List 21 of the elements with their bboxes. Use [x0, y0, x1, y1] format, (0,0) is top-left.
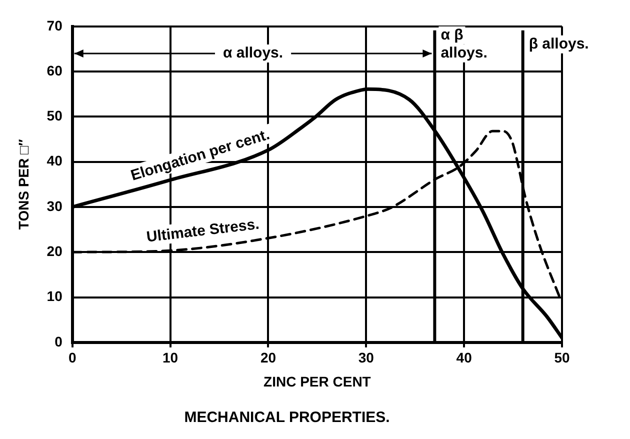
y-tick-label: 10 [46, 288, 63, 304]
x-axis-title: ZINC PER CENT [264, 373, 372, 390]
text: Ultimate Stress. [146, 216, 260, 246]
y-tick-label: 70 [46, 17, 63, 34]
x-tick-label: 0 [68, 350, 76, 366]
x-tick-label: 50 [554, 350, 570, 366]
ref-line-label: β alloys. [528, 36, 589, 53]
text: MECHANICAL PROPERTIES. [184, 409, 390, 426]
y-axis-title: TONS PER □″ [15, 138, 32, 230]
y-tick-label: 30 [46, 198, 63, 214]
y-tick-label: 50 [46, 108, 63, 124]
x-tick-label: 20 [260, 350, 276, 366]
y-tick-label: 40 [46, 152, 63, 169]
y-tick-label: 0 [54, 333, 63, 350]
x-tick-label: 30 [358, 350, 374, 366]
ref-line-label: α β alloys. [440, 26, 488, 62]
y-tick-label: 60 [46, 62, 63, 78]
annotation: α alloys. [222, 44, 284, 62]
x-tick-label: 40 [456, 350, 472, 366]
y-tick-label: 20 [46, 242, 63, 259]
x-tick-label: 10 [162, 350, 178, 366]
